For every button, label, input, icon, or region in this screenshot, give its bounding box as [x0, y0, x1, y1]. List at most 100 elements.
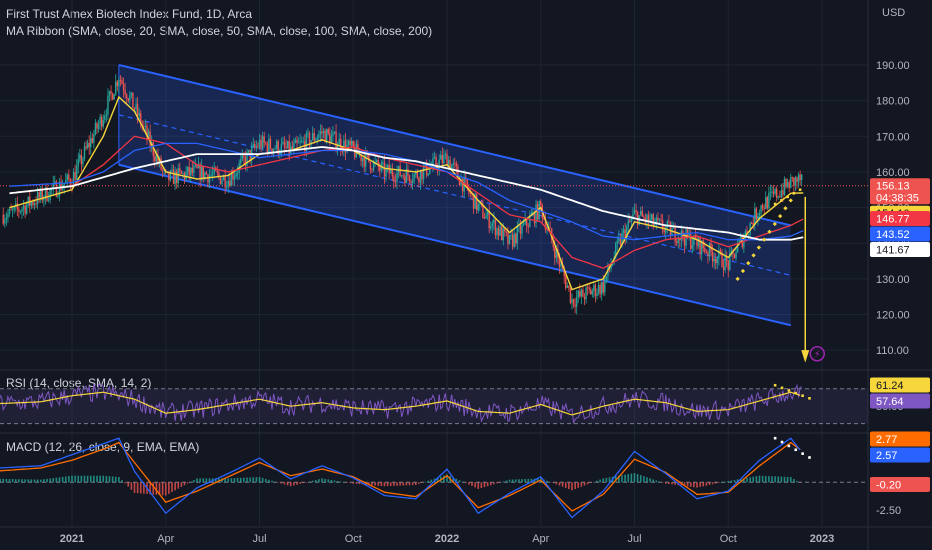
candle-body	[288, 140, 290, 154]
candle-body	[679, 238, 681, 241]
macd-hist-bar	[658, 481, 661, 483]
candle-body	[649, 219, 651, 222]
candle-body	[749, 223, 751, 235]
macd-hist-bar	[233, 478, 236, 483]
macd-hist-bar	[664, 482, 667, 484]
macd-hist-bar	[505, 480, 508, 483]
candle-body	[466, 179, 469, 188]
macd-hist-bar	[14, 479, 17, 483]
price-tick-label: 110.00	[876, 345, 909, 357]
macd-hist-bar	[608, 477, 611, 483]
trend-marker	[756, 245, 761, 250]
candle-body	[371, 169, 373, 171]
macd-hist-bar	[358, 482, 361, 485]
macd-hist-bar	[121, 480, 123, 483]
candle-body	[416, 171, 419, 179]
candle-body	[105, 114, 108, 116]
macd-hist-bar	[268, 479, 270, 483]
macd-hist-bar	[252, 477, 255, 483]
candle-body	[660, 219, 662, 221]
macd-hist-bar	[714, 482, 717, 484]
candle-body	[790, 177, 792, 189]
macd-hist-bar	[236, 477, 239, 483]
candle-body	[691, 245, 694, 249]
macd-hist-bar	[318, 479, 320, 483]
rsi-trend-marker	[787, 389, 791, 392]
macd-hist-bar	[480, 482, 483, 488]
candle-body	[500, 226, 503, 241]
candle-body	[233, 176, 236, 180]
macd-hist-bar	[771, 476, 773, 483]
candle-body	[190, 167, 192, 176]
candle-body	[305, 133, 308, 152]
candle-body	[316, 137, 319, 140]
macd-hist-bar	[2, 478, 5, 483]
candle-body	[422, 167, 425, 180]
candle-body	[302, 141, 304, 142]
candle-body	[257, 146, 259, 148]
candle-body	[563, 268, 565, 277]
macd-hist-bar	[377, 482, 380, 486]
macd-hist-bar	[402, 482, 405, 486]
macd-hist-bar	[283, 482, 286, 485]
candle-body	[299, 141, 301, 143]
macd-hist-bar	[296, 482, 298, 485]
candle-body	[658, 219, 661, 221]
macd-hist-bar	[552, 482, 555, 484]
candle-body	[186, 166, 189, 173]
macd-hist-bar	[411, 482, 414, 486]
macd-hist-bar	[443, 475, 445, 483]
candle-body	[763, 208, 765, 210]
macd-hist-bar	[352, 482, 355, 484]
macd-hist-bar	[408, 482, 411, 486]
trend-marker	[780, 199, 783, 202]
candle-body	[794, 177, 797, 186]
regression-channel[interactable]	[0, 63, 868, 327]
candle-body	[505, 231, 508, 233]
candle-body	[61, 186, 64, 190]
candle-body	[130, 92, 133, 96]
macd-legend: MACD (12, 26, close, 9, EMA, EMA)	[6, 440, 199, 454]
macd-hist-bar	[596, 480, 598, 483]
candle-body	[294, 139, 297, 144]
macd-hist-bar	[686, 482, 689, 487]
candle-body	[560, 264, 562, 267]
badge-rsi_ma: 57.64	[876, 396, 904, 408]
candle-body	[15, 203, 17, 207]
macd-hist-bar	[789, 477, 792, 483]
macd-hist-bar	[261, 477, 264, 483]
candle-body	[263, 136, 265, 143]
candle-body	[246, 152, 248, 166]
candle-body	[80, 154, 83, 165]
candle-body	[252, 144, 254, 147]
macd-hist-bar	[739, 478, 742, 483]
macd-hist-bar	[93, 475, 95, 483]
candle-body	[375, 160, 378, 162]
candle-body	[122, 83, 125, 91]
candle-body	[360, 154, 362, 162]
price-axis[interactable]: 110.00120.00130.00140.00150.00160.00170.…	[870, 60, 930, 517]
macd-hist-bar	[30, 479, 33, 483]
candle-body	[154, 155, 156, 162]
candle-body	[179, 168, 181, 171]
macd-hist-bar	[758, 475, 761, 483]
candle-body	[743, 238, 745, 248]
candle-body	[427, 173, 429, 176]
annotations[interactable]: ⚡	[735, 188, 825, 459]
macd-hist-bar	[514, 479, 517, 483]
candle-body	[654, 223, 656, 226]
candle-body	[761, 205, 764, 209]
candle-body	[260, 139, 262, 149]
candle-body	[619, 237, 622, 245]
candle-body	[496, 228, 498, 236]
candles	[2, 74, 803, 315]
candle-body	[408, 175, 411, 182]
candle-body	[347, 140, 350, 145]
macd-hist-bar	[571, 482, 573, 491]
time-axis[interactable]: 72021AprJulOct2022AprJulOct2023	[0, 533, 834, 545]
candle-body	[202, 166, 204, 179]
candle-body	[136, 103, 139, 116]
time-tick-label: Oct	[720, 533, 737, 545]
macd-hist-bar	[446, 474, 448, 483]
